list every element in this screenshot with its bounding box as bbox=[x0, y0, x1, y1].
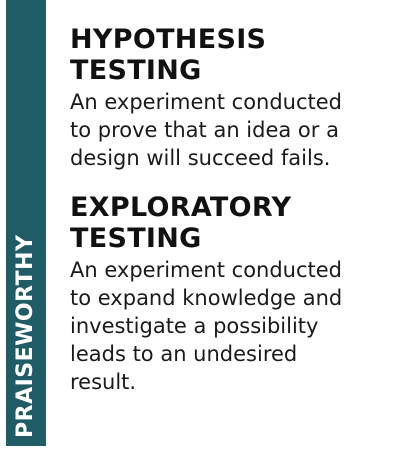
definition-text: An experiment conducted to prove that an… bbox=[70, 88, 390, 172]
term-heading: HYPOTHESIS TESTING bbox=[70, 24, 390, 86]
term-line-2: TESTING bbox=[70, 223, 202, 254]
category-label: PRAISEWORTHY bbox=[13, 234, 38, 438]
term-line-1: HYPOTHESIS bbox=[70, 24, 267, 55]
definition-line: An experiment conducted bbox=[70, 90, 343, 114]
definition-line: An experiment conducted bbox=[70, 258, 343, 282]
definition-line: leads to an undesired bbox=[70, 342, 298, 366]
definition-text: An experiment conducted to expand knowle… bbox=[70, 256, 390, 396]
definition-line: to expand knowledge and bbox=[70, 286, 343, 310]
category-label-container: PRAISEWORTHY bbox=[6, 198, 46, 438]
definitions-list: HYPOTHESIS TESTING An experiment conduct… bbox=[70, 24, 390, 396]
term-heading: EXPLORATORY TESTING bbox=[70, 192, 390, 254]
term-line-1: EXPLORATORY bbox=[70, 192, 292, 223]
definition-line: design will succeed fails. bbox=[70, 146, 331, 170]
definition-item-exploratory-testing: EXPLORATORY TESTING An experiment conduc… bbox=[70, 192, 390, 396]
definition-line: to prove that an idea or a bbox=[70, 118, 339, 142]
category-sidebar bbox=[6, 0, 46, 446]
term-line-2: TESTING bbox=[70, 55, 202, 86]
definition-item-hypothesis-testing: HYPOTHESIS TESTING An experiment conduct… bbox=[70, 24, 390, 172]
definition-line: investigate a possibility bbox=[70, 314, 319, 338]
definition-line: result. bbox=[70, 370, 137, 394]
